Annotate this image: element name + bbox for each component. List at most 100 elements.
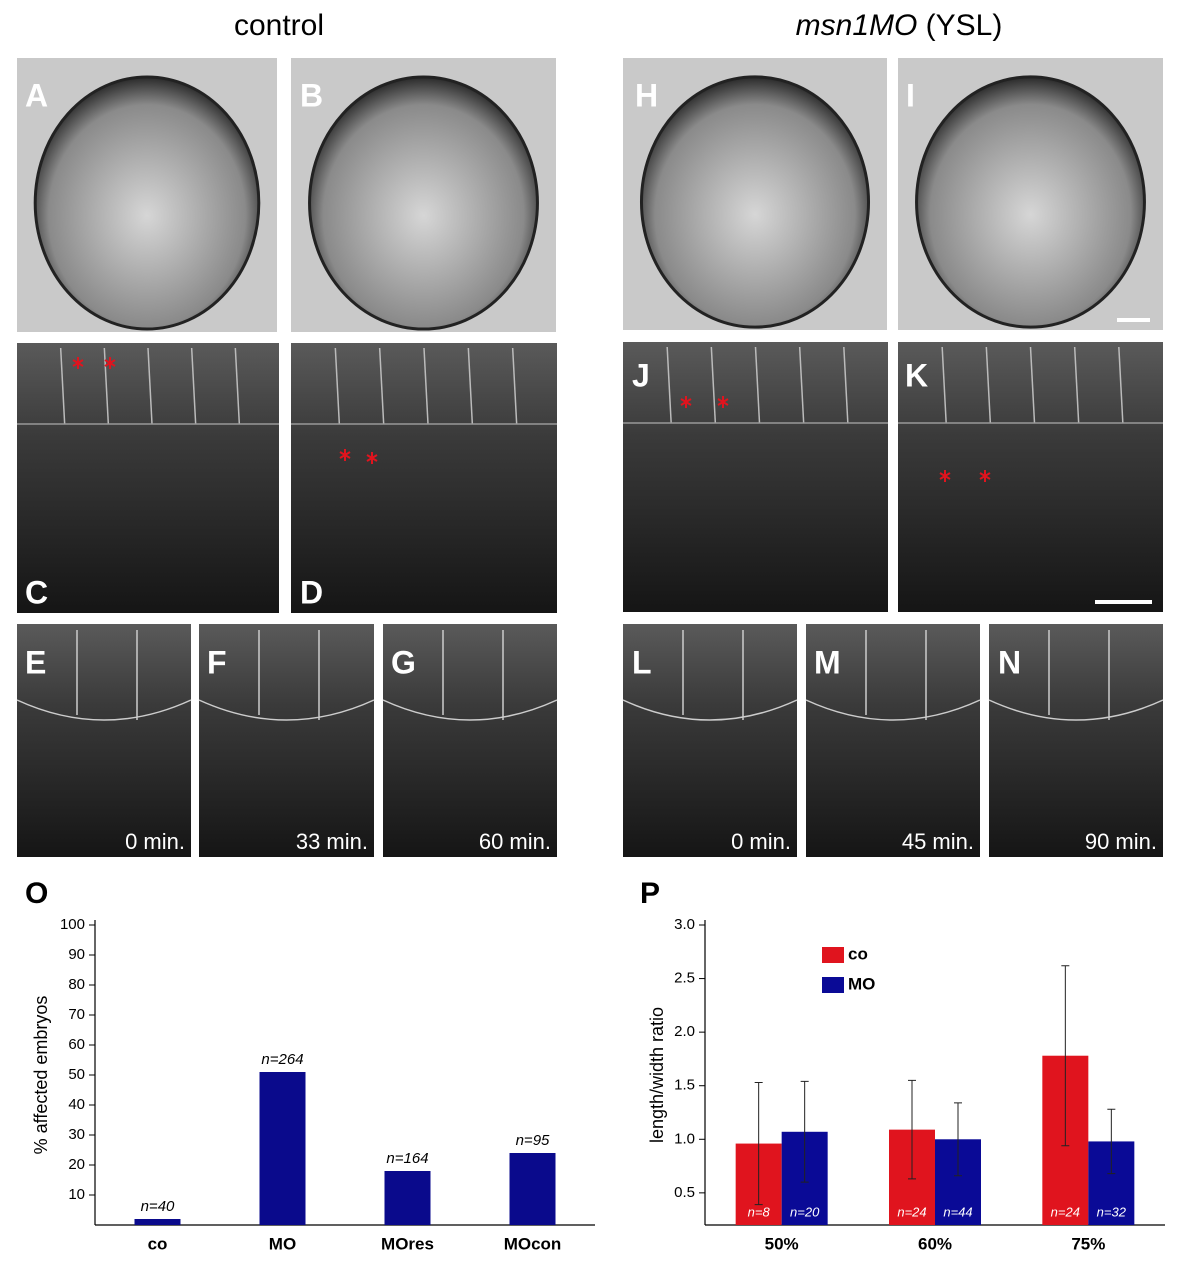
y-tick-label: 60 [68, 1036, 85, 1053]
legend-label: MO [848, 974, 875, 993]
panel-label: B [300, 77, 323, 113]
y-tick-label: 0.5 [674, 1184, 695, 1201]
time-label: 33 min. [296, 829, 368, 854]
bar [134, 1219, 181, 1225]
x-tick-label: MO [269, 1234, 296, 1253]
asterisk [339, 449, 351, 461]
confocal [623, 342, 888, 612]
error-bar [1107, 1108, 1116, 1175]
panel-label: A [25, 77, 48, 113]
y-tick-label: 50 [68, 1066, 85, 1083]
asterisk [717, 396, 729, 408]
bar-annotation: n=95 [516, 1132, 550, 1149]
bar [259, 1072, 306, 1225]
y-tick-label: 10 [68, 1186, 85, 1203]
asterisk [680, 396, 692, 408]
header-rest: (YSL) [926, 9, 1003, 42]
bar-annotation: n=264 [261, 1051, 303, 1068]
error-bar [954, 1102, 962, 1177]
confocal [17, 343, 279, 613]
asterisk [939, 470, 951, 482]
header-italic: msn1MO [796, 9, 918, 42]
legend-swatch [822, 947, 844, 963]
panel-label: J [632, 357, 650, 393]
x-tick-label: 60% [918, 1234, 952, 1253]
confocal [806, 624, 980, 857]
x-tick-label: MOcon [504, 1234, 562, 1253]
y-tick-label: 1.0 [674, 1130, 695, 1147]
x-tick-label: MOres [381, 1234, 434, 1253]
bar-annotation: n=44 [943, 1204, 972, 1219]
bar-annotation: n=20 [790, 1204, 820, 1219]
panel-label: O [25, 877, 48, 910]
membrane [1029, 346, 1036, 424]
y-tick-label: 20 [68, 1156, 85, 1173]
y-tick-label: 100 [60, 916, 85, 933]
membrane [710, 346, 717, 424]
asterisk [979, 470, 991, 482]
bar-annotation: n=32 [1097, 1204, 1127, 1219]
membrane [334, 347, 341, 425]
x-tick-label: 50% [765, 1234, 799, 1253]
time-label: 90 min. [1085, 829, 1157, 854]
panel-label: I [906, 77, 915, 113]
panel-label: G [391, 644, 416, 680]
panel-label: D [300, 574, 323, 610]
membrane [147, 347, 153, 425]
embryo [915, 75, 1146, 329]
x-tick-label: 75% [1071, 1234, 1105, 1253]
membrane [423, 347, 429, 425]
embryo [639, 75, 871, 329]
y-tick-label: 80 [68, 976, 85, 993]
y-tick-label: 1.5 [674, 1077, 695, 1094]
bar-annotation: n=8 [748, 1204, 771, 1219]
panel-label: N [998, 644, 1021, 680]
panel-label: K [905, 357, 928, 393]
time-label: 60 min. [479, 829, 551, 854]
y-tick-label: 2.0 [674, 1023, 695, 1040]
confocal [17, 624, 191, 857]
y-axis-label: length/width ratio [647, 1007, 667, 1143]
confocal [383, 624, 557, 857]
y-axis-label: % affected embryos [31, 996, 51, 1155]
bar-annotation: n=24 [897, 1204, 926, 1219]
panel-label: F [207, 644, 227, 680]
panel-label: L [632, 644, 652, 680]
panel-label: M [814, 644, 841, 680]
time-label: 0 min. [731, 829, 791, 854]
legend-label: co [848, 944, 868, 963]
error-bar [754, 1082, 763, 1206]
header: control [234, 9, 324, 42]
x-tick-label: co [148, 1234, 168, 1253]
confocal [291, 343, 557, 613]
membrane [378, 347, 385, 425]
y-tick-label: 40 [68, 1096, 85, 1113]
membrane [467, 347, 474, 425]
error-bar [800, 1080, 809, 1183]
membrane [234, 347, 241, 425]
membrane [798, 346, 805, 424]
embryo [308, 75, 539, 331]
confocal [199, 624, 374, 857]
y-tick-label: 30 [68, 1126, 85, 1143]
membrane [805, 630, 981, 721]
image-panels [16, 58, 1164, 857]
confocal [989, 624, 1163, 857]
membrane [988, 630, 1164, 721]
confocal [623, 624, 797, 857]
membrane [1073, 346, 1080, 424]
asterisk [104, 357, 116, 369]
y-tick-label: 3.0 [674, 916, 695, 933]
y-tick-label: 90 [68, 946, 85, 963]
membrane [666, 346, 672, 424]
header: msn1MO (YSL) [796, 9, 1003, 42]
membrane [382, 630, 558, 721]
bar [509, 1153, 556, 1225]
bar-annotation: n=24 [1051, 1204, 1080, 1219]
legend-swatch [822, 977, 844, 993]
embryo [33, 75, 261, 331]
y-tick-label: 70 [68, 1006, 85, 1023]
membrane [16, 630, 192, 721]
membrane [198, 630, 375, 721]
